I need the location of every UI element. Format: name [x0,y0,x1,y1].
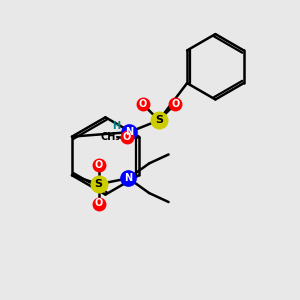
Text: O: O [123,132,131,142]
Text: H: H [112,121,120,131]
Text: S: S [95,179,103,189]
Text: S: S [155,115,163,125]
Text: O: O [94,160,103,170]
Text: CH₃: CH₃ [101,132,121,142]
Text: N: N [124,173,133,183]
Text: N: N [125,127,133,137]
Text: O: O [171,99,179,109]
Text: O: O [94,199,103,208]
Text: O: O [138,99,147,109]
